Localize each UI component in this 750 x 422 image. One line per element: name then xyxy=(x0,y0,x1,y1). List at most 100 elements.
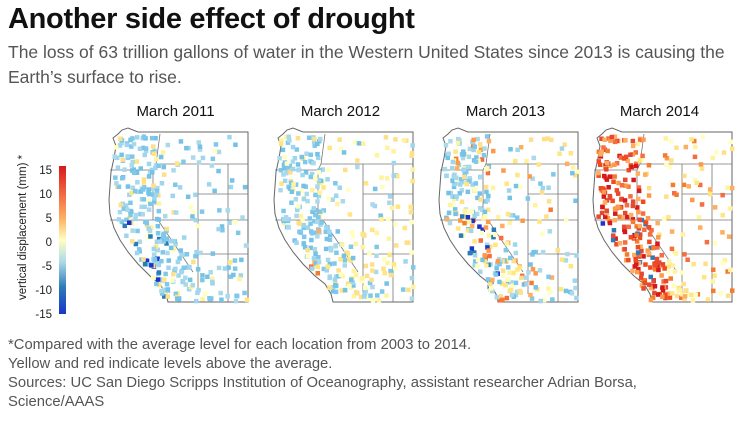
gps-station-marker xyxy=(513,158,518,164)
gps-station-marker xyxy=(155,231,161,236)
gps-station-marker xyxy=(611,179,616,184)
gps-station-marker xyxy=(539,189,545,195)
gps-station-marker xyxy=(660,288,666,293)
gps-station-marker xyxy=(574,295,579,301)
gps-station-marker xyxy=(279,138,284,143)
gps-station-marker xyxy=(382,257,387,262)
gps-station-marker xyxy=(141,177,147,182)
gps-station-marker xyxy=(470,139,475,145)
gps-station-marker xyxy=(562,142,567,147)
gps-station-marker xyxy=(640,211,646,216)
gps-station-marker xyxy=(154,239,160,245)
gps-station-marker xyxy=(628,235,634,240)
gps-station-marker xyxy=(530,176,535,181)
gps-station-marker xyxy=(486,248,491,253)
gps-station-marker xyxy=(663,285,669,290)
gps-station-marker xyxy=(219,297,224,302)
gps-station-marker xyxy=(524,158,529,164)
gps-station-marker xyxy=(153,192,159,198)
gps-station-marker xyxy=(460,155,466,161)
gps-station-marker xyxy=(298,213,304,219)
gps-station-marker xyxy=(348,244,354,249)
gps-station-marker xyxy=(525,196,531,201)
gps-station-marker xyxy=(409,219,414,225)
gps-station-marker xyxy=(301,234,307,240)
gps-station-marker xyxy=(309,266,315,271)
gps-station-marker xyxy=(372,203,378,209)
gps-station-marker xyxy=(170,278,175,283)
gps-station-marker xyxy=(648,274,653,280)
gps-station-marker xyxy=(607,174,613,179)
gps-station-marker xyxy=(699,166,705,171)
gps-station-marker xyxy=(453,181,458,186)
gps-station-marker xyxy=(335,229,340,234)
gps-station-marker xyxy=(598,186,604,191)
gps-station-marker xyxy=(114,155,120,161)
gps-station-marker xyxy=(494,295,500,300)
gps-station-marker xyxy=(143,148,149,154)
gps-station-marker xyxy=(643,262,648,267)
gps-station-marker xyxy=(467,209,472,214)
gps-station-marker xyxy=(150,186,156,192)
gps-station-marker xyxy=(642,227,647,232)
gps-station-marker xyxy=(403,259,408,264)
gps-station-marker xyxy=(672,269,678,274)
gps-station-marker xyxy=(486,193,491,199)
gps-station-marker xyxy=(334,250,339,255)
gps-station-marker xyxy=(497,261,502,267)
gps-station-marker xyxy=(573,285,578,291)
gps-station-marker xyxy=(190,209,196,215)
gps-station-marker xyxy=(638,275,644,280)
gps-station-marker xyxy=(173,291,179,297)
gps-station-marker xyxy=(533,271,538,276)
gps-station-marker xyxy=(364,273,370,279)
gps-station-marker xyxy=(325,177,330,182)
gps-station-marker xyxy=(507,220,513,225)
gps-station-marker xyxy=(466,228,471,233)
gps-station-marker xyxy=(124,233,129,238)
gps-station-marker xyxy=(636,188,642,194)
gps-station-marker xyxy=(451,173,457,179)
gps-station-marker xyxy=(485,219,491,225)
gps-station-marker xyxy=(113,175,118,180)
gps-station-marker xyxy=(493,242,498,248)
legend-color-bar xyxy=(59,166,66,314)
gps-station-marker xyxy=(151,275,156,280)
footnote-colors: Yellow and red indicate levels above the… xyxy=(8,356,333,372)
legend-tick-label: 10 xyxy=(39,189,52,201)
gps-station-marker xyxy=(362,294,367,299)
gps-station-marker xyxy=(510,283,516,288)
gps-station-marker xyxy=(612,134,618,139)
chart-title: Another side effect of drought xyxy=(8,3,415,35)
gps-station-marker xyxy=(374,244,379,250)
gps-station-marker xyxy=(233,298,239,304)
gps-station-marker xyxy=(309,237,314,243)
gps-station-marker xyxy=(563,288,569,294)
gps-station-marker xyxy=(313,230,318,235)
gps-station-marker xyxy=(474,155,479,160)
gps-station-marker xyxy=(681,281,686,287)
gps-station-marker xyxy=(641,278,646,283)
gps-station-marker xyxy=(686,184,691,189)
gps-station-marker xyxy=(450,194,455,199)
gps-station-marker xyxy=(484,167,489,172)
gps-station-marker xyxy=(664,156,670,161)
gps-station-marker xyxy=(187,277,193,283)
gps-station-marker xyxy=(278,187,283,193)
gps-station-marker xyxy=(296,167,301,173)
gps-station-marker xyxy=(225,208,230,213)
gps-station-marker xyxy=(512,242,518,247)
gps-station-marker xyxy=(171,238,176,244)
gps-station-marker xyxy=(350,234,356,239)
gps-station-marker xyxy=(350,280,356,285)
gps-station-marker xyxy=(175,259,181,265)
gps-station-marker xyxy=(177,185,183,190)
gps-station-marker xyxy=(183,282,188,287)
gps-station-marker xyxy=(232,220,238,225)
gps-station-marker xyxy=(569,291,575,296)
gps-station-marker xyxy=(728,267,733,273)
gps-station-marker xyxy=(568,264,574,269)
gps-station-marker xyxy=(630,138,636,144)
gps-station-marker xyxy=(526,270,531,275)
gps-station-marker xyxy=(216,149,222,155)
